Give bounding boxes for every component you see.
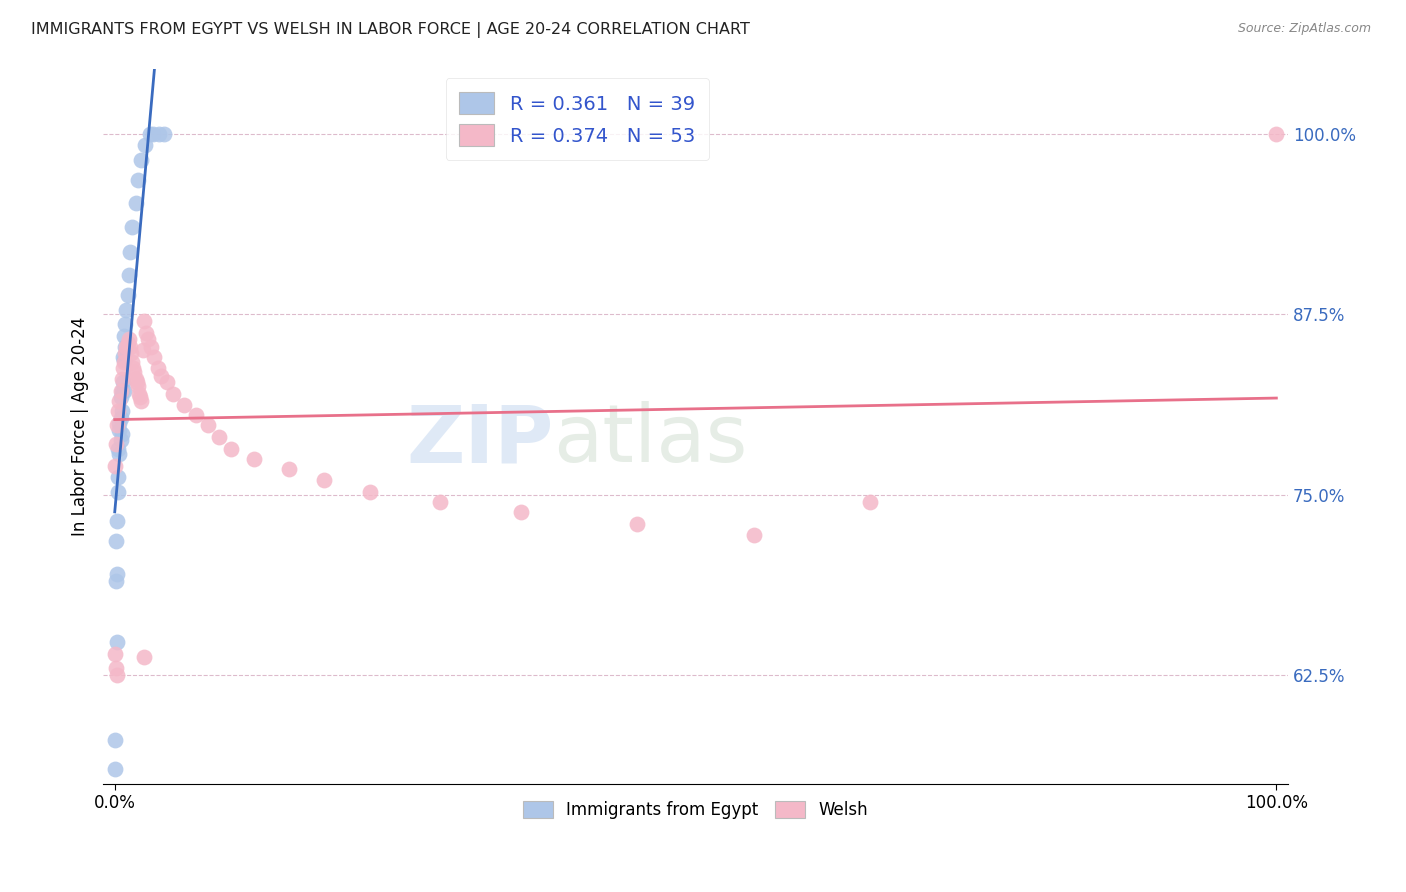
Point [111, 404, 134, 418]
Point [278, 462, 301, 476]
Point [124, 365, 146, 379]
Point [121, 355, 143, 369]
Point [208, 430, 231, 444]
Point [104, 574, 127, 589]
Point [112, 353, 135, 368]
Point [111, 427, 134, 442]
Point [1265, 127, 1288, 141]
Point [118, 268, 141, 282]
Point [114, 340, 136, 354]
Point [114, 318, 136, 332]
Point [127, 173, 149, 187]
Point [132, 649, 155, 664]
Legend: Immigrants from Egypt, Welsh: Immigrants from Egypt, Welsh [516, 794, 875, 825]
Point [129, 390, 152, 404]
Point [148, 127, 170, 141]
Point [139, 340, 162, 354]
Point [104, 647, 127, 661]
Point [115, 302, 138, 317]
Point [131, 393, 153, 408]
Point [104, 661, 127, 675]
Point [243, 451, 266, 466]
Point [111, 372, 134, 386]
Point [131, 343, 153, 358]
Point [127, 379, 149, 393]
Point [510, 505, 533, 519]
Text: ZIP: ZIP [406, 401, 554, 479]
Point [132, 314, 155, 328]
Point [121, 220, 143, 235]
Point [117, 336, 139, 351]
Point [173, 398, 195, 412]
Point [115, 340, 138, 354]
Point [142, 127, 165, 141]
Point [110, 390, 132, 404]
Point [105, 418, 128, 433]
Y-axis label: In Labor Force | Age 20-24: In Labor Force | Age 20-24 [72, 317, 89, 536]
Point [110, 411, 132, 425]
Text: Source: ZipAtlas.com: Source: ZipAtlas.com [1237, 22, 1371, 36]
Point [108, 393, 131, 408]
Point [118, 340, 141, 354]
Point [104, 733, 127, 747]
Point [150, 369, 173, 384]
Point [107, 484, 129, 499]
Point [110, 384, 132, 398]
Point [134, 138, 156, 153]
Point [152, 127, 174, 141]
Point [219, 442, 242, 456]
Point [120, 346, 142, 360]
Point [626, 516, 648, 531]
Point [429, 495, 451, 509]
Point [125, 375, 148, 389]
Point [118, 332, 141, 346]
Point [104, 762, 127, 776]
Point [135, 326, 157, 340]
Point [359, 484, 381, 499]
Point [108, 447, 131, 461]
Point [124, 372, 146, 386]
Point [146, 360, 169, 375]
Text: IMMIGRANTS FROM EGYPT VS WELSH IN LABOR FORCE | AGE 20-24 CORRELATION CHART: IMMIGRANTS FROM EGYPT VS WELSH IN LABOR … [31, 22, 749, 38]
Point [114, 346, 136, 360]
Point [107, 470, 129, 484]
Text: atlas: atlas [554, 401, 748, 479]
Point [138, 332, 160, 346]
Point [111, 351, 134, 365]
Point [122, 360, 145, 375]
Point [117, 288, 139, 302]
Point [104, 437, 127, 451]
Point [859, 495, 882, 509]
Point [112, 355, 135, 369]
Point [107, 442, 129, 456]
Point [197, 418, 219, 433]
Point [107, 404, 129, 418]
Point [111, 360, 134, 375]
Point [105, 635, 128, 649]
Point [131, 153, 153, 167]
Point [156, 375, 179, 389]
Point [108, 423, 131, 437]
Point [110, 433, 132, 447]
Point [105, 514, 128, 528]
Point [124, 195, 146, 210]
Point [742, 528, 765, 542]
Point [312, 473, 335, 487]
Point [128, 386, 150, 401]
Point [108, 416, 131, 430]
Point [111, 384, 134, 398]
Point [162, 386, 184, 401]
Point [111, 375, 134, 389]
Point [143, 351, 166, 365]
Point [112, 384, 135, 398]
Point [104, 533, 127, 548]
Point [138, 127, 160, 141]
Point [184, 409, 207, 423]
Point [112, 328, 135, 343]
Point [104, 458, 127, 473]
Point [105, 567, 128, 582]
Point [118, 245, 141, 260]
Point [105, 668, 128, 682]
